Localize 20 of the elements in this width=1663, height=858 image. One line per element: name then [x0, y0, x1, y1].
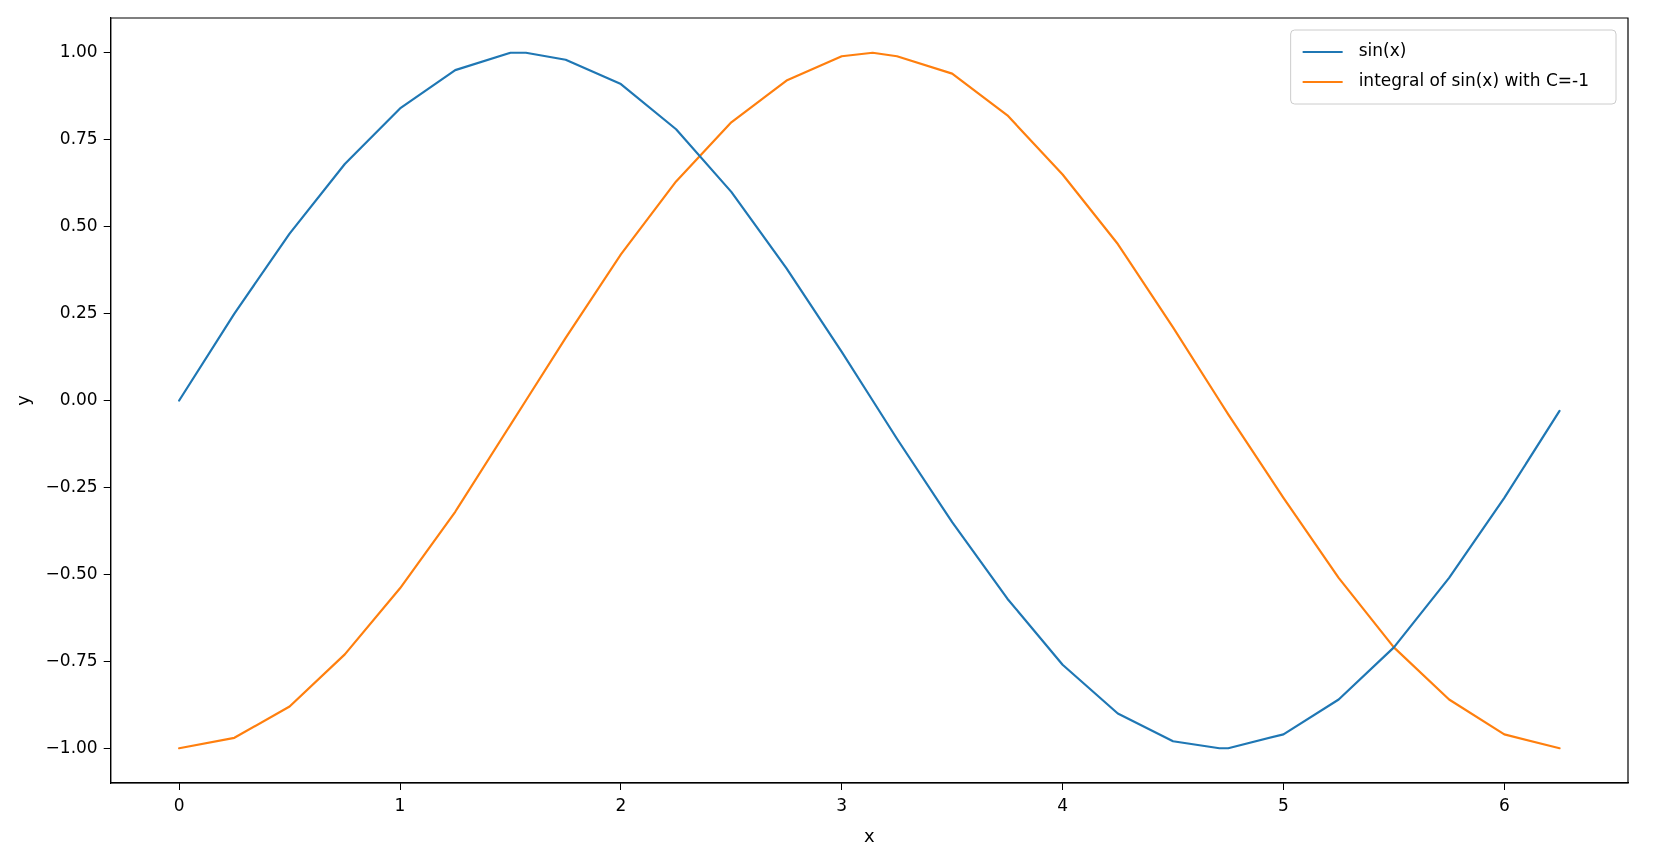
y-tick-label: 1.00	[59, 41, 98, 62]
x-tick-label: 0	[173, 794, 185, 815]
y-tick-label: −0.25	[45, 475, 98, 496]
x-tick-label: 3	[836, 794, 848, 815]
y-tick-label: 0.50	[59, 215, 98, 236]
y-tick-label: 0.00	[59, 388, 98, 409]
y-tick-label: −0.50	[45, 562, 98, 583]
x-tick-label: 2	[615, 794, 627, 815]
legend-label: integral of sin(x) with C=-1	[1358, 70, 1589, 91]
x-tick-label: 5	[1278, 794, 1289, 815]
x-tick-label: 4	[1057, 794, 1069, 815]
y-axis-title: y	[12, 394, 34, 406]
y-tick-label: −1.00	[45, 736, 98, 757]
x-axis-title: x	[864, 824, 876, 846]
y-tick-label: −0.75	[45, 649, 98, 670]
y-tick-label: 0.75	[59, 128, 98, 149]
legend-label: sin(x)	[1358, 40, 1407, 61]
x-tick-label: 1	[394, 794, 406, 815]
x-tick-label: 6	[1498, 794, 1510, 815]
y-tick-label: 0.25	[59, 301, 98, 322]
